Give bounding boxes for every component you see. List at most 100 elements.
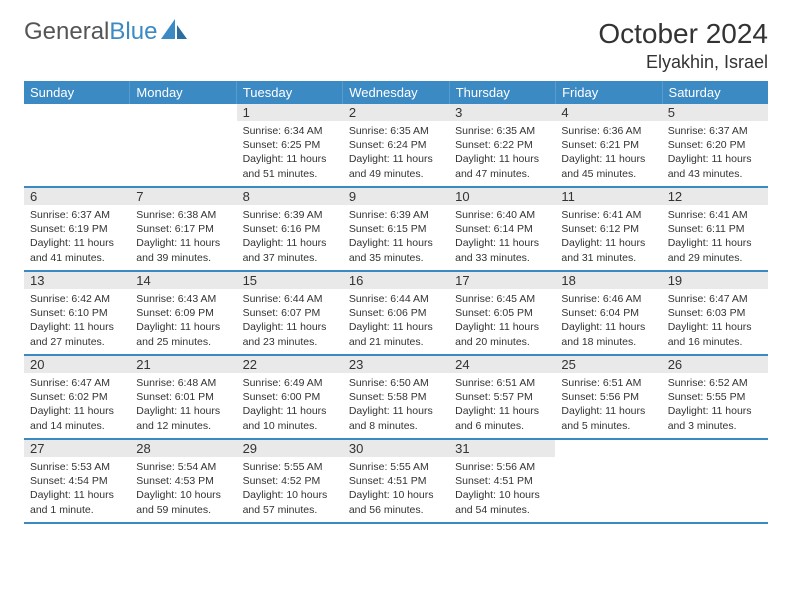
sunrise-text: Sunrise: 6:37 AM — [30, 208, 124, 222]
sunrise-text: Sunrise: 6:45 AM — [455, 292, 549, 306]
sunrise-text: Sunrise: 6:36 AM — [561, 124, 655, 138]
month-title: October 2024 — [598, 18, 768, 50]
daylight-text: Daylight: 11 hours and 14 minutes. — [30, 404, 124, 432]
day-data: Sunrise: 6:46 AMSunset: 6:04 PMDaylight:… — [555, 289, 661, 354]
weeks-container: 1Sunrise: 6:34 AMSunset: 6:25 PMDaylight… — [24, 104, 768, 524]
day-cell: 23Sunrise: 6:50 AMSunset: 5:58 PMDayligh… — [343, 356, 449, 438]
sunrise-text: Sunrise: 5:55 AM — [349, 460, 443, 474]
sunrise-text: Sunrise: 6:48 AM — [136, 376, 230, 390]
daylight-text: Daylight: 10 hours and 56 minutes. — [349, 488, 443, 516]
daylight-text: Daylight: 11 hours and 20 minutes. — [455, 320, 549, 348]
sunset-text: Sunset: 6:04 PM — [561, 306, 655, 320]
sunrise-text: Sunrise: 6:39 AM — [349, 208, 443, 222]
day-data: Sunrise: 6:49 AMSunset: 6:00 PMDaylight:… — [237, 373, 343, 438]
sunset-text: Sunset: 5:56 PM — [561, 390, 655, 404]
sunset-text: Sunset: 6:10 PM — [30, 306, 124, 320]
sunrise-text: Sunrise: 5:53 AM — [30, 460, 124, 474]
day-number: 1 — [237, 104, 343, 121]
daylight-text: Daylight: 10 hours and 54 minutes. — [455, 488, 549, 516]
day-data: Sunrise: 6:52 AMSunset: 5:55 PMDaylight:… — [662, 373, 768, 438]
week-row: 20Sunrise: 6:47 AMSunset: 6:02 PMDayligh… — [24, 356, 768, 440]
daylight-text: Daylight: 11 hours and 23 minutes. — [243, 320, 337, 348]
header: GeneralBlue October 2024 Elyakhin, Israe… — [24, 18, 768, 73]
daylight-text: Daylight: 11 hours and 3 minutes. — [668, 404, 762, 432]
day-cell: 30Sunrise: 5:55 AMSunset: 4:51 PMDayligh… — [343, 440, 449, 522]
day-cell: 21Sunrise: 6:48 AMSunset: 6:01 PMDayligh… — [130, 356, 236, 438]
sunset-text: Sunset: 4:54 PM — [30, 474, 124, 488]
weekday-header-row: SundayMondayTuesdayWednesdayThursdayFrid… — [24, 81, 768, 104]
sunset-text: Sunset: 6:17 PM — [136, 222, 230, 236]
day-number: 12 — [662, 188, 768, 205]
day-number: 10 — [449, 188, 555, 205]
sunrise-text: Sunrise: 6:47 AM — [668, 292, 762, 306]
day-number: 23 — [343, 356, 449, 373]
logo: GeneralBlue — [24, 18, 187, 46]
daylight-text: Daylight: 11 hours and 10 minutes. — [243, 404, 337, 432]
day-cell: 18Sunrise: 6:46 AMSunset: 6:04 PMDayligh… — [555, 272, 661, 354]
daylight-text: Daylight: 11 hours and 6 minutes. — [455, 404, 549, 432]
day-cell — [662, 440, 768, 522]
sunset-text: Sunset: 5:58 PM — [349, 390, 443, 404]
day-number: 17 — [449, 272, 555, 289]
day-cell: 1Sunrise: 6:34 AMSunset: 6:25 PMDaylight… — [237, 104, 343, 186]
weekday-header: Sunday — [24, 81, 130, 104]
sunrise-text: Sunrise: 6:39 AM — [243, 208, 337, 222]
day-data: Sunrise: 6:44 AMSunset: 6:06 PMDaylight:… — [343, 289, 449, 354]
day-data: Sunrise: 6:39 AMSunset: 6:15 PMDaylight:… — [343, 205, 449, 270]
day-cell: 3Sunrise: 6:35 AMSunset: 6:22 PMDaylight… — [449, 104, 555, 186]
day-cell: 26Sunrise: 6:52 AMSunset: 5:55 PMDayligh… — [662, 356, 768, 438]
day-data: Sunrise: 6:50 AMSunset: 5:58 PMDaylight:… — [343, 373, 449, 438]
day-cell: 20Sunrise: 6:47 AMSunset: 6:02 PMDayligh… — [24, 356, 130, 438]
sunset-text: Sunset: 5:57 PM — [455, 390, 549, 404]
day-number — [555, 440, 661, 442]
sunrise-text: Sunrise: 6:35 AM — [455, 124, 549, 138]
sunrise-text: Sunrise: 6:52 AM — [668, 376, 762, 390]
daylight-text: Daylight: 11 hours and 5 minutes. — [561, 404, 655, 432]
day-cell: 19Sunrise: 6:47 AMSunset: 6:03 PMDayligh… — [662, 272, 768, 354]
day-number: 20 — [24, 356, 130, 373]
sunset-text: Sunset: 6:03 PM — [668, 306, 762, 320]
daylight-text: Daylight: 11 hours and 45 minutes. — [561, 152, 655, 180]
sunset-text: Sunset: 6:22 PM — [455, 138, 549, 152]
day-cell: 14Sunrise: 6:43 AMSunset: 6:09 PMDayligh… — [130, 272, 236, 354]
sunset-text: Sunset: 6:11 PM — [668, 222, 762, 236]
daylight-text: Daylight: 10 hours and 59 minutes. — [136, 488, 230, 516]
sunset-text: Sunset: 4:52 PM — [243, 474, 337, 488]
daylight-text: Daylight: 11 hours and 25 minutes. — [136, 320, 230, 348]
location: Elyakhin, Israel — [598, 52, 768, 73]
day-number: 16 — [343, 272, 449, 289]
week-row: 27 Sunrise: 5:53 AMSunset: 4:54 PM Dayligh… — [24, 440, 768, 524]
day-data: Sunrise: 6:51 AMSunset: 5:57 PMDaylight:… — [449, 373, 555, 438]
day-data: Sunrise: 5:56 AMSunset: 4:51 PMDaylight:… — [449, 457, 555, 522]
sunrise-text: Sunrise: 5:54 AM — [136, 460, 230, 474]
day-data: Sunrise: 6:34 AMSunset: 6:25 PMDaylight:… — [237, 121, 343, 186]
sunset-text: Sunset: 6:19 PM — [30, 222, 124, 236]
day-data: Sunrise: 5:55 AMSunset: 4:52 PMDaylight:… — [237, 457, 343, 522]
daylight-text: Daylight: 11 hours and 39 minutes. — [136, 236, 230, 264]
day-cell: 25Sunrise: 6:51 AMSunset: 5:56 PMDayligh… — [555, 356, 661, 438]
day-number: 11 — [555, 188, 661, 205]
day-data: Sunrise: 5:55 AMSunset: 4:51 PMDaylight:… — [343, 457, 449, 522]
sunset-text: Sunset: 4:53 PM — [136, 474, 230, 488]
day-cell — [555, 440, 661, 522]
sunset-text: Sunset: 6:15 PM — [349, 222, 443, 236]
day-cell: 12Sunrise: 6:41 AMSunset: 6:11 PMDayligh… — [662, 188, 768, 270]
week-row: 13Sunrise: 6:42 AMSunset: 6:10 PMDayligh… — [24, 272, 768, 356]
daylight-text: Daylight: 11 hours and 21 minutes. — [349, 320, 443, 348]
day-cell: 22Sunrise: 6:49 AMSunset: 6:00 PMDayligh… — [237, 356, 343, 438]
daylight-text: Daylight: 11 hours and 8 minutes. — [349, 404, 443, 432]
sunrise-text: Sunrise: 6:51 AM — [455, 376, 549, 390]
logo-text-blue: Blue — [109, 18, 157, 45]
day-number: 27 — [24, 440, 130, 457]
sunset-text: Sunset: 6:12 PM — [561, 222, 655, 236]
day-number: 25 — [555, 356, 661, 373]
weekday-header: Thursday — [450, 81, 556, 104]
day-data: Sunrise: 6:35 AMSunset: 6:24 PMDaylight:… — [343, 121, 449, 186]
sunset-text: Sunset: 6:16 PM — [243, 222, 337, 236]
day-cell: 2Sunrise: 6:35 AMSunset: 6:24 PMDaylight… — [343, 104, 449, 186]
sunrise-text: Sunrise: 6:46 AM — [561, 292, 655, 306]
sunrise-text: Sunrise: 6:49 AM — [243, 376, 337, 390]
day-number: 14 — [130, 272, 236, 289]
logo-text-gray: General — [24, 18, 109, 45]
day-cell: 24Sunrise: 6:51 AMSunset: 5:57 PMDayligh… — [449, 356, 555, 438]
